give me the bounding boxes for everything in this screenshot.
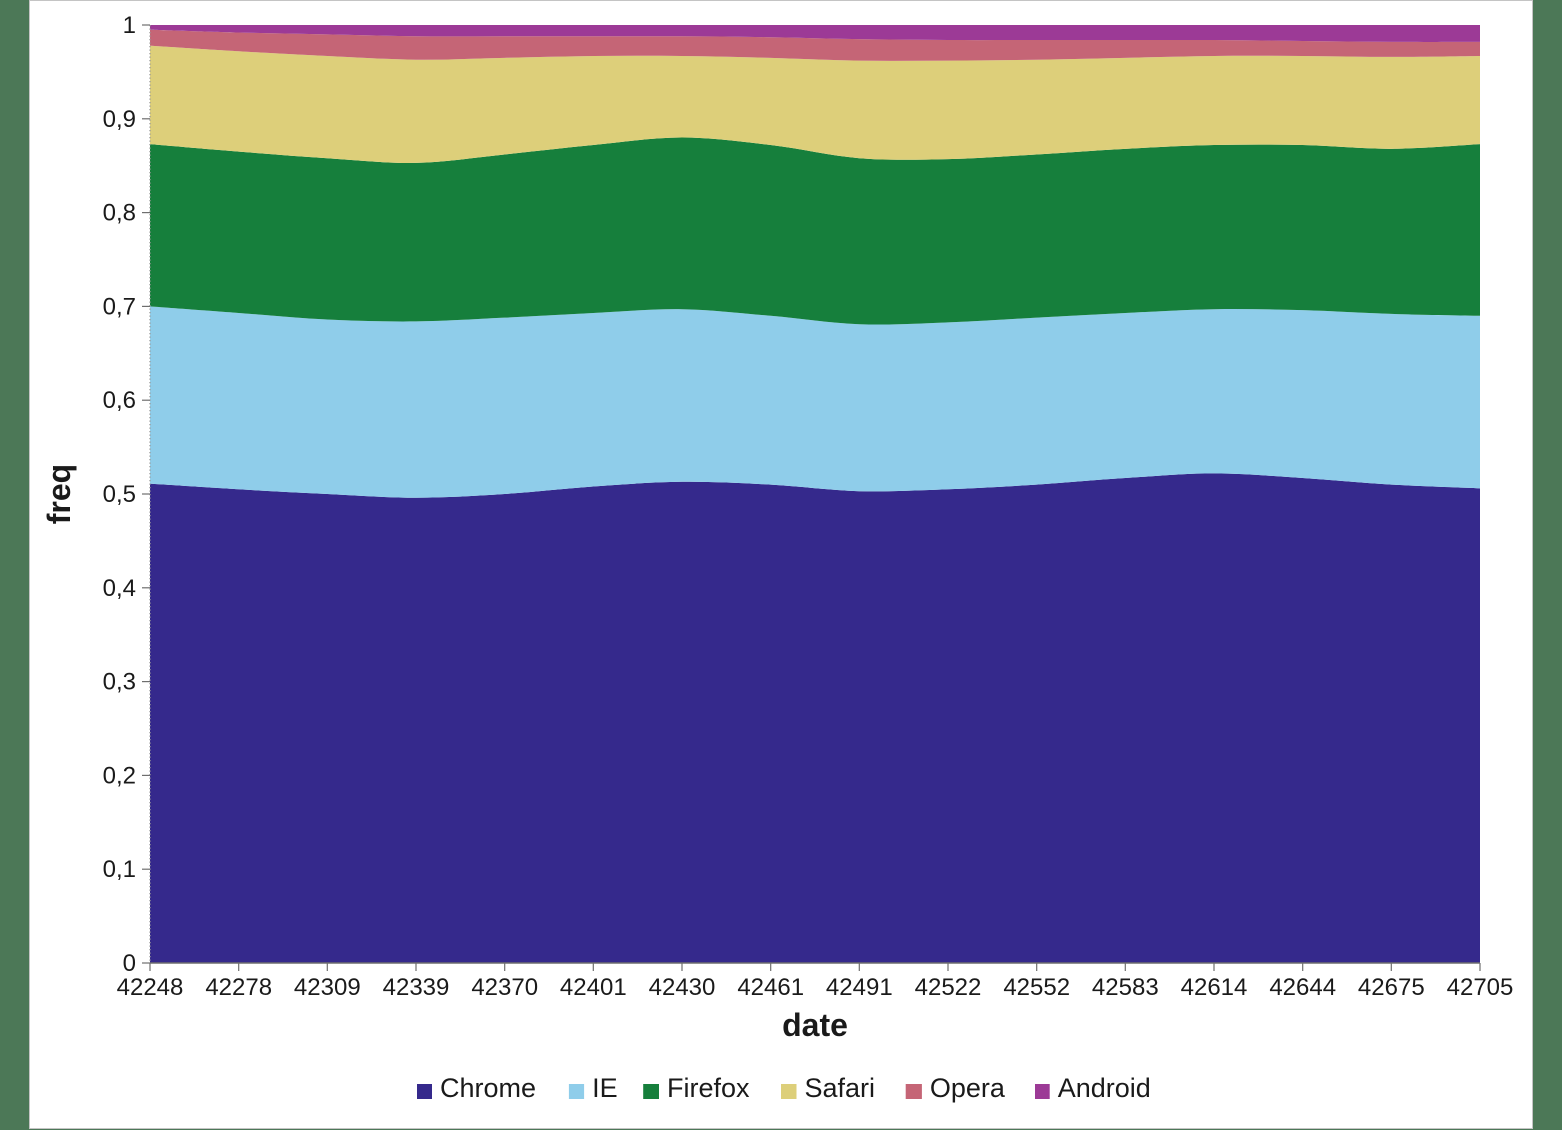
svg-text:freq: freq bbox=[41, 464, 77, 524]
svg-text:42675: 42675 bbox=[1358, 974, 1425, 1001]
svg-text:0,3: 0,3 bbox=[103, 669, 136, 696]
svg-text:0,5: 0,5 bbox=[103, 481, 136, 508]
svg-text:42309: 42309 bbox=[294, 974, 361, 1001]
svg-text:0,8: 0,8 bbox=[103, 200, 136, 227]
svg-text:Opera: Opera bbox=[930, 1073, 1006, 1103]
svg-text:42339: 42339 bbox=[383, 974, 450, 1001]
svg-text:0: 0 bbox=[123, 950, 136, 977]
svg-text:42522: 42522 bbox=[915, 974, 982, 1001]
svg-text:0,9: 0,9 bbox=[103, 106, 136, 133]
svg-text:Android: Android bbox=[1058, 1073, 1151, 1103]
svg-text:42461: 42461 bbox=[737, 974, 804, 1001]
svg-text:42644: 42644 bbox=[1269, 974, 1336, 1001]
svg-text:42552: 42552 bbox=[1003, 974, 1070, 1001]
svg-text:42370: 42370 bbox=[471, 974, 538, 1001]
svg-text:0,1: 0,1 bbox=[103, 856, 136, 883]
svg-text:0,2: 0,2 bbox=[103, 762, 136, 789]
svg-text:IE: IE bbox=[592, 1073, 618, 1103]
svg-text:42705: 42705 bbox=[1447, 974, 1514, 1001]
svg-text:42430: 42430 bbox=[649, 974, 716, 1001]
svg-text:42401: 42401 bbox=[560, 974, 627, 1001]
svg-text:42248: 42248 bbox=[117, 974, 184, 1001]
svg-text:0,6: 0,6 bbox=[103, 387, 136, 414]
svg-text:42614: 42614 bbox=[1181, 974, 1248, 1001]
svg-text:42583: 42583 bbox=[1092, 974, 1159, 1001]
svg-text:0,4: 0,4 bbox=[103, 575, 136, 602]
svg-text:1: 1 bbox=[123, 12, 136, 39]
svg-text:date: date bbox=[782, 1007, 848, 1043]
svg-text:42278: 42278 bbox=[205, 974, 272, 1001]
svg-text:0,7: 0,7 bbox=[103, 293, 136, 320]
svg-text:Chrome: Chrome bbox=[440, 1073, 536, 1103]
svg-text:42491: 42491 bbox=[826, 974, 893, 1001]
svg-text:Firefox: Firefox bbox=[667, 1073, 750, 1103]
svg-text:Safari: Safari bbox=[805, 1073, 876, 1103]
